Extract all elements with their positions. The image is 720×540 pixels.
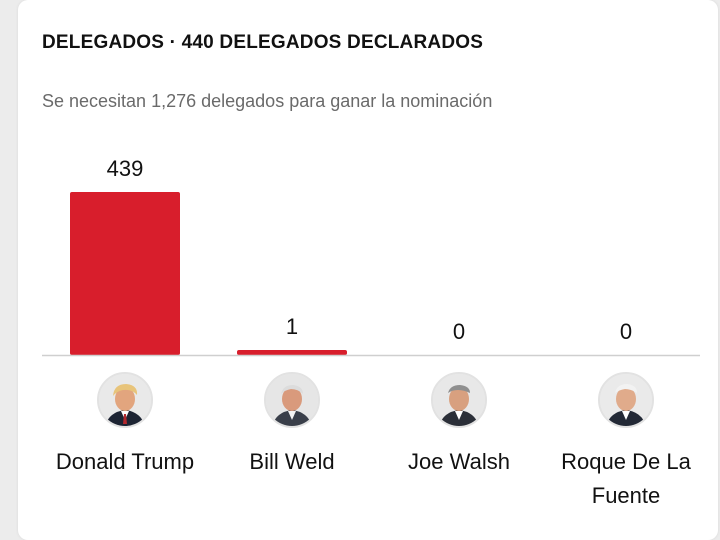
value-labels-layer: 439 1 0 0: [107, 156, 632, 344]
chart-title: DELEGADOS · 440 DELEGADOS DECLARADOS: [42, 32, 484, 53]
chart-subtitle: Se necesitan 1,276 delegados para ganar …: [42, 91, 493, 111]
bar-bill-weld: [237, 350, 347, 355]
value-label: 0: [620, 319, 632, 344]
value-label: 0: [453, 319, 465, 344]
candidate-name: Donald Trump: [55, 449, 195, 474]
candidate-name: Roque De La Fuente: [561, 449, 691, 508]
weld-portrait-icon: [264, 372, 320, 428]
bar-donald-trump: [70, 192, 180, 355]
delafuente-portrait-icon: [598, 372, 654, 428]
walsh-portrait-icon: [431, 372, 487, 428]
bars-layer: [70, 192, 347, 355]
candidate-name: Joe Walsh: [408, 449, 510, 474]
value-label: 439: [107, 156, 144, 181]
candidate-name: Bill Weld: [249, 449, 335, 474]
trump-portrait-icon: [97, 372, 153, 428]
value-label: 1: [286, 314, 298, 339]
